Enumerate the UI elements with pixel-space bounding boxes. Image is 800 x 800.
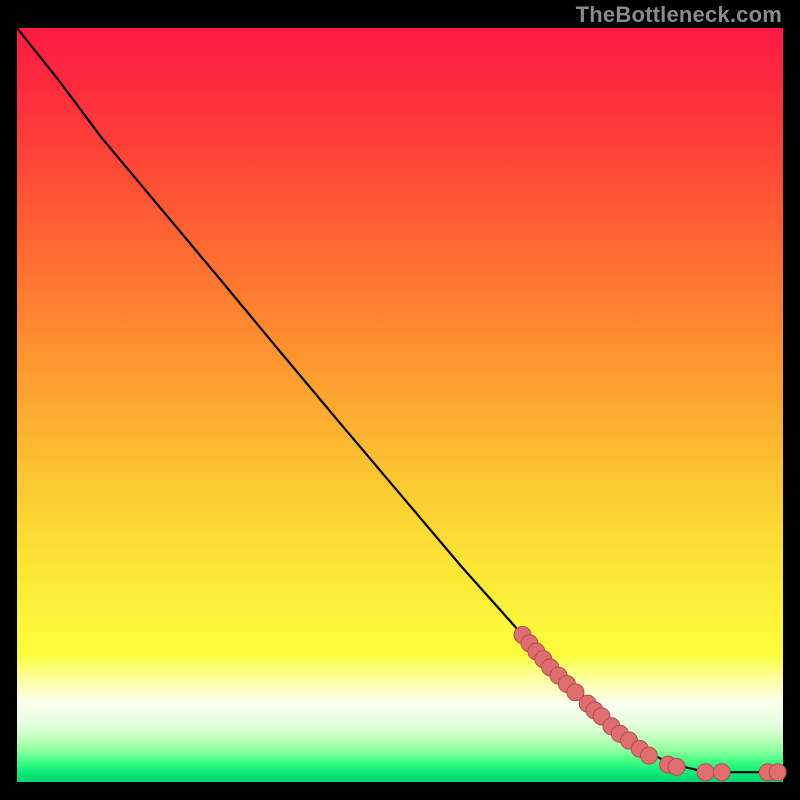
scatter-point (769, 764, 786, 781)
scatter-point (668, 758, 685, 775)
scatter-point (697, 764, 714, 781)
watermark-label: TheBottleneck.com (576, 2, 782, 28)
scatter-point (713, 764, 730, 781)
plot-background (17, 28, 783, 782)
chart-canvas: TheBottleneck.com (0, 0, 800, 800)
scatter-point (640, 747, 657, 764)
chart-svg (0, 0, 800, 800)
